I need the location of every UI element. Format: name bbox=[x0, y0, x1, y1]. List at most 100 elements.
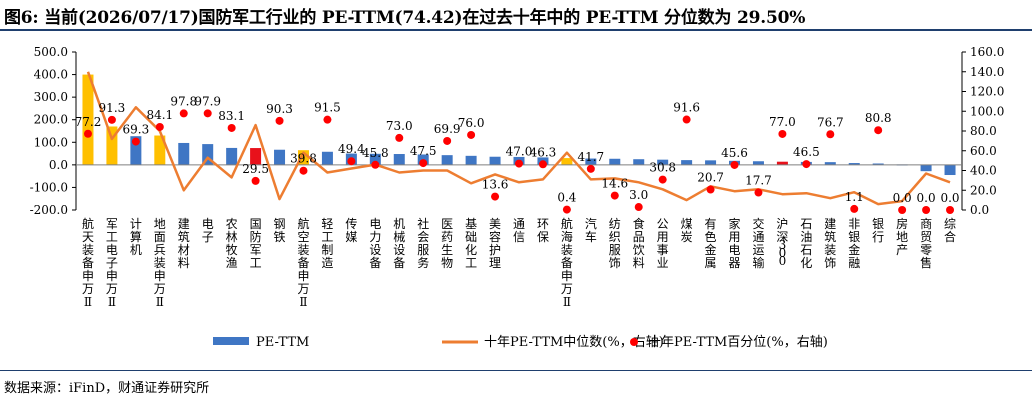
pe-ttm-bar bbox=[250, 148, 262, 165]
right-tick-label: 40.0 bbox=[970, 164, 997, 178]
median-line-series bbox=[86, 71, 951, 206]
category-label: 汽车 bbox=[585, 216, 597, 244]
category-label: 建筑材料 bbox=[178, 217, 190, 270]
pe-ttm-bar bbox=[369, 153, 381, 165]
right-tick-label: 20.0 bbox=[970, 183, 997, 197]
category-label: 航天装备申万 Ⅱ bbox=[82, 216, 94, 309]
percentile-dot bbox=[323, 115, 332, 124]
category-label: 基础化工 bbox=[465, 217, 477, 270]
percentile-label: 97.8 bbox=[170, 94, 197, 108]
category-label: 航海装备申万 Ⅱ bbox=[561, 216, 573, 309]
percentile-label: 13.6 bbox=[482, 178, 509, 192]
percentile-dot bbox=[251, 176, 260, 185]
percentile-label: 20.7 bbox=[697, 171, 724, 185]
category-label: 银行 bbox=[872, 217, 884, 244]
percentile-label: 91.6 bbox=[673, 101, 700, 115]
title-divider bbox=[0, 29, 1032, 31]
category-label: 航空装备申万 Ⅱ bbox=[297, 216, 309, 309]
percentile-label: 14.6 bbox=[601, 177, 628, 191]
percentile-label: 90.3 bbox=[266, 102, 293, 116]
pe-ttm-bar bbox=[297, 150, 309, 165]
percentile-dot bbox=[419, 159, 428, 168]
legend-swatch-dot bbox=[630, 338, 638, 346]
percentile-dot bbox=[946, 206, 955, 214]
percentile-label: 83.1 bbox=[218, 109, 245, 123]
right-tick-label: 60.0 bbox=[970, 144, 997, 158]
pe-ttm-bar bbox=[202, 144, 214, 165]
pe-ttm-bar bbox=[561, 158, 573, 165]
pe-ttm-bar bbox=[848, 163, 860, 165]
category-label: 家用电器 bbox=[729, 216, 741, 270]
pe-ttm-bar bbox=[824, 162, 836, 165]
percentile-label: 39.8 bbox=[290, 152, 317, 166]
percentile-dot bbox=[155, 122, 164, 131]
percentile-dot bbox=[634, 203, 643, 212]
percentile-dot bbox=[179, 109, 188, 118]
legend: PE-TTM 十年PE-TTM中位数(%，右轴)十年PE-TTM百分位(%，右轴) bbox=[213, 335, 828, 350]
right-y-axis: 0.0 20.0 40.0 60.0 80.0 100.0 120.0 140.0 160.0 bbox=[961, 45, 1004, 217]
percentile-dot bbox=[491, 192, 500, 201]
category-label: 环保 bbox=[537, 217, 549, 244]
category-label: 医药生物 bbox=[441, 217, 453, 270]
percentile-label: 3.0 bbox=[629, 188, 648, 202]
category-label: 沪深 3 0 0 bbox=[776, 217, 788, 268]
percentile-dot bbox=[467, 130, 476, 139]
pe-ttm-bar bbox=[944, 164, 956, 176]
category-label: 石油石化 bbox=[800, 217, 812, 270]
left-tick-label: -100.0 bbox=[30, 180, 68, 194]
left-tick-label: 400.0 bbox=[34, 68, 68, 82]
percentile-dot bbox=[610, 191, 619, 200]
right-tick-label: 140.0 bbox=[970, 65, 1004, 79]
percentile-dot bbox=[538, 160, 547, 169]
category-label: 有色金属 bbox=[705, 217, 717, 270]
percentile-dot bbox=[850, 204, 859, 213]
percentile-dot bbox=[227, 123, 236, 132]
percentile-dot bbox=[395, 133, 404, 142]
pe-ttm-bar bbox=[681, 160, 693, 165]
percentile-label: 45.8 bbox=[362, 146, 389, 160]
left-tick-label: 300.0 bbox=[34, 90, 68, 104]
percentile-label: 91.5 bbox=[314, 101, 341, 115]
category-label: 美容护理 bbox=[489, 217, 501, 270]
category-label: 社会服务 bbox=[417, 216, 429, 270]
percentile-dot bbox=[730, 160, 739, 169]
right-tick-label: 80.0 bbox=[970, 124, 997, 138]
percentile-dot bbox=[898, 206, 907, 214]
legend-label-percentile: 十年PE-TTM百分位(%，右轴) bbox=[648, 335, 828, 350]
left-tick-label: 100.0 bbox=[34, 135, 68, 149]
category-label: 房地产 bbox=[896, 216, 908, 257]
percentile-label: 46.3 bbox=[530, 145, 557, 159]
percentile-label: 73.0 bbox=[386, 119, 413, 133]
pe-ttm-bar bbox=[441, 155, 453, 165]
percentile-label: 77.0 bbox=[769, 115, 796, 129]
pe-ttm-bar bbox=[321, 151, 333, 165]
category-label: 钢铁 bbox=[274, 217, 286, 244]
pe-ttm-bar bbox=[106, 126, 118, 165]
right-tick-label: 120.0 bbox=[970, 85, 1004, 99]
percentile-label: 91.3 bbox=[99, 101, 126, 115]
pe-ttm-bar bbox=[393, 154, 405, 165]
percentile-label: 46.5 bbox=[793, 145, 820, 159]
percentile-dot bbox=[515, 159, 523, 168]
pe-ttm-bar bbox=[82, 74, 94, 165]
percentile-label: 41.7 bbox=[577, 150, 604, 164]
pe-ttm-bar bbox=[178, 142, 190, 165]
category-label: 商贸零售 bbox=[920, 216, 932, 270]
percentile-dot bbox=[682, 115, 691, 124]
percentile-label: 29.5 bbox=[242, 162, 269, 176]
category-label: 纺织服饰 bbox=[609, 217, 621, 270]
left-tick-label: 500.0 bbox=[34, 45, 68, 59]
left-tick-label: 0.0 bbox=[49, 158, 68, 172]
percentile-dot bbox=[275, 116, 284, 125]
percentile-label: 45.6 bbox=[721, 146, 748, 160]
percentile-dot bbox=[754, 188, 763, 197]
percentile-label: 1.1 bbox=[845, 190, 864, 204]
category-label: 综合 bbox=[944, 217, 956, 244]
percentile-dot bbox=[706, 185, 715, 194]
pe-ttm-combo-chart: -200.0 -100.0 0.0 100.0 200.0 300.0 400.0 500.0… bbox=[30, 45, 1005, 350]
percentile-label: 69.9 bbox=[434, 122, 461, 136]
percentile-label: 77.2 bbox=[75, 115, 102, 129]
percentile-label: 69.3 bbox=[123, 123, 150, 137]
percentile-dot bbox=[562, 205, 571, 214]
percentile-label: 49.4 bbox=[338, 142, 365, 156]
